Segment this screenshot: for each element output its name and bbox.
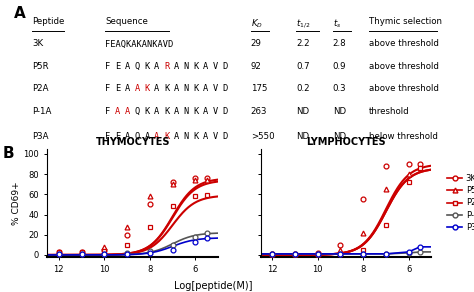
Text: above threshold: above threshold <box>369 84 439 93</box>
Text: Thymic selection: Thymic selection <box>369 17 442 26</box>
Text: Log[peptide(M)]: Log[peptide(M)] <box>174 281 253 291</box>
Text: F: F <box>105 62 110 71</box>
Text: E: E <box>115 62 120 71</box>
Title: THYMOCYTES: THYMOCYTES <box>95 137 170 147</box>
Text: Sequence: Sequence <box>105 17 148 26</box>
Text: K: K <box>164 107 169 116</box>
Text: >550: >550 <box>251 132 274 141</box>
Text: K: K <box>193 107 199 116</box>
Text: K: K <box>145 62 150 71</box>
Text: $K_D$: $K_D$ <box>251 17 263 29</box>
Text: F: F <box>105 84 110 93</box>
Text: K: K <box>193 62 199 71</box>
Text: 0.9: 0.9 <box>333 62 346 71</box>
Text: N: N <box>183 84 189 93</box>
Text: P5R: P5R <box>32 62 49 71</box>
Text: K: K <box>145 107 150 116</box>
Text: V: V <box>213 62 218 71</box>
Text: 0.7: 0.7 <box>296 62 310 71</box>
Text: Q: Q <box>135 132 140 141</box>
Text: P3A: P3A <box>32 132 49 141</box>
Text: 92: 92 <box>251 62 262 71</box>
Text: A: A <box>115 107 120 116</box>
Text: A: A <box>154 84 159 93</box>
Text: A: A <box>125 107 130 116</box>
Text: A: A <box>125 132 130 141</box>
Text: Peptide: Peptide <box>32 17 65 26</box>
Text: A: A <box>173 107 179 116</box>
Text: A: A <box>125 84 130 93</box>
Text: 3K: 3K <box>32 39 44 48</box>
Text: D: D <box>223 62 228 71</box>
Text: A: A <box>173 84 179 93</box>
Text: K: K <box>164 132 169 141</box>
Text: A: A <box>14 6 26 21</box>
Text: above threshold: above threshold <box>369 39 439 48</box>
Text: FEAQKAKANKAVD: FEAQKAKANKAVD <box>105 39 173 48</box>
Text: F: F <box>105 132 110 141</box>
Text: F: F <box>105 107 110 116</box>
Text: K: K <box>145 84 150 93</box>
Text: V: V <box>213 132 218 141</box>
Text: ND: ND <box>333 132 346 141</box>
Text: A: A <box>154 62 159 71</box>
Text: A: A <box>154 132 159 141</box>
Legend: 3K, P5R, P2A, P-1A, P3A: 3K, P5R, P2A, P-1A, P3A <box>444 171 474 235</box>
Text: V: V <box>213 107 218 116</box>
Text: E: E <box>115 84 120 93</box>
Text: 0.3: 0.3 <box>333 84 346 93</box>
Text: N: N <box>183 132 189 141</box>
Text: Q: Q <box>135 107 140 116</box>
Text: 175: 175 <box>251 84 267 93</box>
Text: ND: ND <box>296 107 310 116</box>
Text: A: A <box>173 132 179 141</box>
Text: A: A <box>203 107 208 116</box>
Text: A: A <box>203 62 208 71</box>
Text: P-1A: P-1A <box>32 107 52 116</box>
Text: A: A <box>203 132 208 141</box>
Text: V: V <box>213 84 218 93</box>
Text: A: A <box>125 62 130 71</box>
Text: K: K <box>193 84 199 93</box>
Y-axis label: % CD69+: % CD69+ <box>11 181 20 225</box>
Text: B: B <box>2 146 14 161</box>
Text: ND: ND <box>333 107 346 116</box>
Text: A: A <box>135 84 140 93</box>
Title: LYMPHOCYTES: LYMPHOCYTES <box>306 137 386 147</box>
Text: A: A <box>203 84 208 93</box>
Text: 29: 29 <box>251 39 262 48</box>
Text: $t_{1/2}$: $t_{1/2}$ <box>296 17 311 30</box>
Text: R: R <box>164 62 169 71</box>
Text: E: E <box>115 132 120 141</box>
Text: below threshold: below threshold <box>369 132 438 141</box>
Text: $t_s$: $t_s$ <box>333 17 341 29</box>
Text: P2A: P2A <box>32 84 49 93</box>
Text: 2.2: 2.2 <box>296 39 310 48</box>
Text: 0.2: 0.2 <box>296 84 310 93</box>
Text: A: A <box>145 132 150 141</box>
Text: 2.8: 2.8 <box>333 39 346 48</box>
Text: D: D <box>223 107 228 116</box>
Text: D: D <box>223 84 228 93</box>
Text: K: K <box>193 132 199 141</box>
Text: K: K <box>164 84 169 93</box>
Text: threshold: threshold <box>369 107 410 116</box>
Text: D: D <box>223 132 228 141</box>
Text: A: A <box>173 62 179 71</box>
Text: Q: Q <box>135 62 140 71</box>
Text: N: N <box>183 62 189 71</box>
Text: N: N <box>183 107 189 116</box>
Text: 263: 263 <box>251 107 267 116</box>
Text: A: A <box>154 107 159 116</box>
Text: ND: ND <box>296 132 310 141</box>
Text: above threshold: above threshold <box>369 62 439 71</box>
